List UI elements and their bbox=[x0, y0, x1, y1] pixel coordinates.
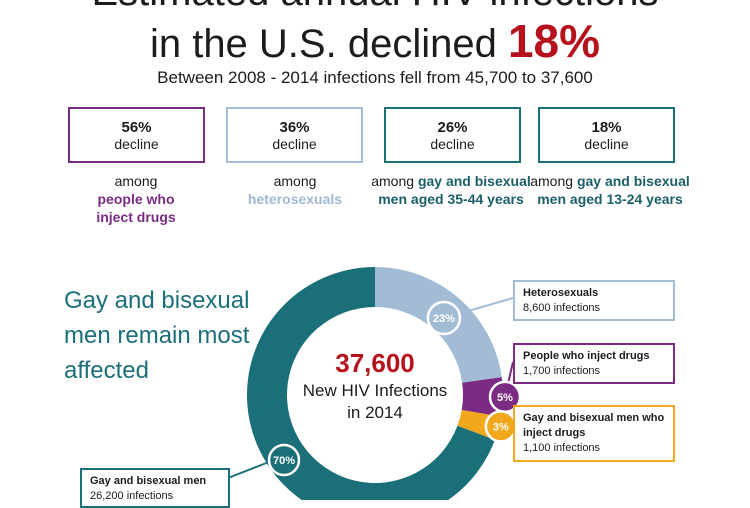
stat-caption-bold: gay and bisexual men aged 35-44 years bbox=[378, 173, 531, 207]
stat-caption-bold: gay and bisexual men aged 13-24 years bbox=[537, 173, 690, 207]
title-line-1: Estimated annual HIV infections bbox=[0, 0, 750, 15]
stat-caption-pwid: among people who inject drugs bbox=[56, 172, 216, 226]
stat-box-heterosexuals: 36% decline bbox=[226, 107, 363, 163]
badge-heterosexuals bbox=[426, 300, 462, 336]
stat-caption-prefix: among bbox=[530, 173, 574, 189]
stat-caption-bold: people who inject drugs bbox=[96, 191, 176, 225]
legend-title: Gay and bisexual men who inject drugs bbox=[523, 412, 665, 439]
stat-word: decline bbox=[584, 136, 629, 152]
legend-heterosexuals: Heterosexuals 8,600 infections bbox=[513, 280, 675, 321]
badge-label: 3% bbox=[493, 421, 509, 433]
headline: Gay and bisexual men remain most affecte… bbox=[64, 287, 250, 384]
title-line-2: in the U.S. declined 18% bbox=[0, 14, 750, 68]
stat-percent: 18% bbox=[591, 119, 622, 136]
legend-sub: 8,600 infections bbox=[523, 302, 601, 314]
stat-percent: 56% bbox=[121, 119, 152, 136]
stat-box-msm-35-44: 26% decline bbox=[384, 107, 521, 163]
leader-line bbox=[227, 461, 270, 479]
badge-label: 70% bbox=[273, 455, 295, 467]
legend-sub: 1,100 infections bbox=[523, 442, 601, 454]
subtitle: Between 2008 - 2014 infections fell from… bbox=[157, 68, 593, 87]
stat-caption-heterosexuals: among heterosexuals bbox=[215, 172, 375, 208]
stat-caption-msm-13-24: among gay and bisexual men aged 13-24 ye… bbox=[530, 172, 690, 208]
stat-word: decline bbox=[114, 136, 159, 152]
title-prefix: in the U.S. declined bbox=[149, 22, 508, 66]
legend-msm: Gay and bisexual men 26,200 infections bbox=[80, 468, 230, 508]
legend-pwid: People who inject drugs 1,700 infections bbox=[513, 343, 675, 384]
stat-percent: 36% bbox=[279, 119, 310, 136]
stat-caption-msm-35-44: among gay and bisexual men aged 35-44 ye… bbox=[371, 172, 531, 208]
legend-title: Heterosexuals bbox=[523, 287, 599, 299]
slice-msm bbox=[247, 267, 495, 500]
stat-caption-bold: heterosexuals bbox=[247, 191, 343, 207]
badge-label: 23% bbox=[433, 313, 455, 325]
stat-box-msm-13-24: 18% decline bbox=[538, 107, 675, 163]
legend-sub: 1,700 infections bbox=[523, 365, 601, 377]
center-number: 37,600 bbox=[335, 348, 415, 378]
badge-label: 5% bbox=[497, 392, 513, 404]
badge-msm bbox=[267, 443, 301, 477]
stat-box-pwid: 56% decline bbox=[68, 107, 205, 163]
stat-word: decline bbox=[272, 136, 317, 152]
center-text: New HIV Infections in 2014 bbox=[302, 381, 448, 422]
title-percent: 18% bbox=[507, 15, 601, 67]
percent-badges: 23% 5% 3% 70% bbox=[267, 300, 522, 477]
legend-sub: 26,200 infections bbox=[90, 490, 174, 502]
legend-title: People who inject drugs bbox=[523, 350, 650, 362]
legend-msm-pwid: Gay and bisexual men who inject drugs 1,… bbox=[513, 405, 675, 462]
legend-title: Gay and bisexual men bbox=[90, 475, 207, 487]
stat-percent: 26% bbox=[437, 119, 468, 136]
stat-caption-prefix: among bbox=[371, 173, 415, 189]
stat-caption-prefix: among bbox=[114, 173, 158, 189]
stat-word: decline bbox=[430, 136, 475, 152]
stat-caption-prefix: among bbox=[273, 173, 317, 189]
